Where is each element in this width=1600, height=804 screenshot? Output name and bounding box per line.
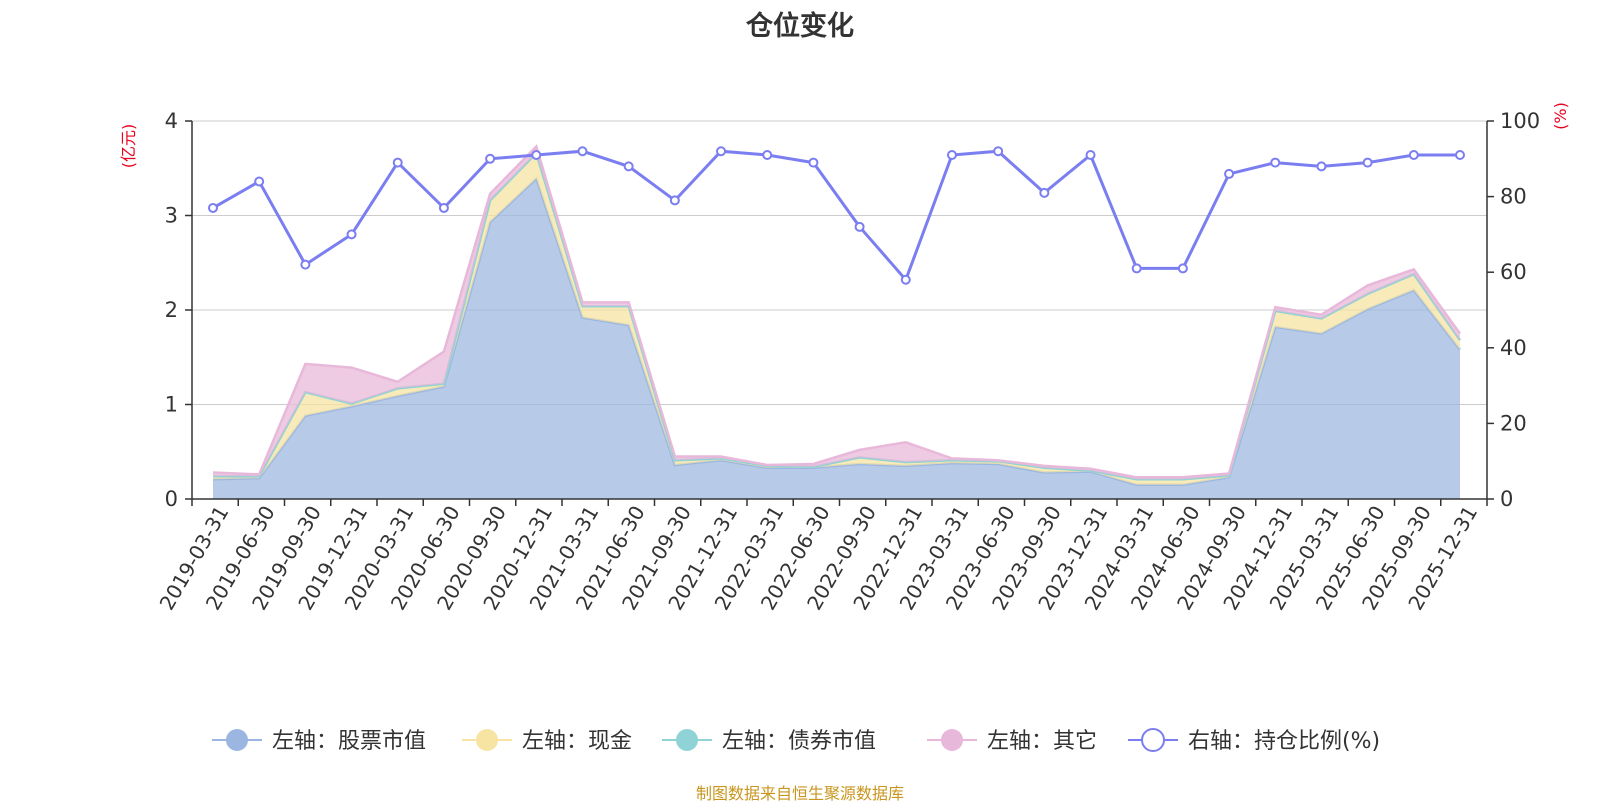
ratio-point: [1362, 157, 1373, 168]
left-tick-label: 3: [165, 204, 178, 228]
ratio-point: [854, 221, 865, 232]
ratio-point: [438, 202, 449, 213]
ratio-point: [346, 229, 357, 240]
ratio-point: [716, 146, 727, 157]
ratio-point: [485, 153, 496, 164]
ratio-point: [300, 259, 311, 270]
ratio-point: [1270, 157, 1281, 168]
left-axis-unit: (亿元): [119, 124, 138, 169]
ratio-point: [577, 146, 588, 157]
ratio-line-layer: [208, 146, 1465, 285]
legend-label: 左轴：债券市值: [722, 729, 876, 754]
legend-marker: [476, 729, 498, 751]
ratio-point: [946, 150, 957, 161]
area-cash: [213, 153, 1460, 485]
legend-item[interactable]: 左轴：现金: [462, 729, 632, 754]
ratio-point: [392, 157, 403, 168]
legend-label: 右轴：持仓比例(%): [1188, 729, 1380, 754]
area-stock: [213, 178, 1460, 499]
ratio-point: [1039, 187, 1050, 198]
ratio-point: [1455, 150, 1465, 161]
legend-label: 左轴：现金: [522, 729, 632, 754]
legend-item[interactable]: 左轴：债券市值: [662, 729, 876, 754]
legend-marker: [676, 729, 698, 751]
ratio-point: [1224, 168, 1235, 179]
chart-title: 仓位变化: [746, 11, 854, 42]
ratio-point: [254, 176, 265, 187]
ratio-point: [531, 150, 542, 161]
ratio-point: [808, 157, 819, 168]
right-tick-label: 100: [1500, 109, 1540, 133]
right-axis-unit: (%): [1551, 102, 1570, 130]
legend-label: 左轴：其它: [987, 729, 1097, 754]
legend-marker: [226, 729, 248, 751]
legend-item[interactable]: 左轴：其它: [927, 729, 1097, 754]
legend-marker: [1141, 728, 1165, 752]
ratio-point: [669, 195, 680, 206]
ratio-point: [1177, 263, 1188, 274]
left-tick-label: 0: [165, 487, 178, 511]
left-tick-label: 2: [165, 298, 178, 322]
right-tick-label: 80: [1500, 185, 1527, 209]
ratio-point: [1085, 150, 1096, 161]
ratio-point: [1408, 150, 1419, 161]
right-tick-label: 60: [1500, 260, 1527, 284]
left-tick-label: 4: [165, 109, 178, 133]
right-tick-label: 40: [1500, 336, 1527, 360]
ratio-point: [993, 146, 1004, 157]
legend-marker: [941, 729, 963, 751]
left-tick-label: 1: [165, 393, 178, 417]
legend-label: 左轴：股票市值: [272, 729, 426, 754]
ratio-point: [1316, 161, 1327, 172]
legend: 左轴：股票市值 左轴：现金 左轴：债券市值 左轴：其它 右轴：持仓比例(%): [212, 728, 1380, 754]
ratio-point: [762, 150, 773, 161]
legend-item[interactable]: 右轴：持仓比例(%): [1128, 728, 1380, 754]
ratio-point: [1131, 263, 1142, 274]
source-note: 制图数据来自恒生聚源数据库: [695, 784, 904, 803]
ratio-point: [900, 274, 911, 285]
ratio-point: [623, 161, 634, 172]
right-tick-label: 20: [1500, 411, 1527, 435]
ratio-line: [212, 149, 1460, 283]
area-edge-other: [212, 144, 1462, 479]
right-tick-label: 0: [1500, 487, 1513, 511]
legend-item[interactable]: 左轴：股票市值: [212, 729, 426, 754]
ratio-point: [208, 202, 218, 213]
area-layer: [212, 144, 1462, 499]
